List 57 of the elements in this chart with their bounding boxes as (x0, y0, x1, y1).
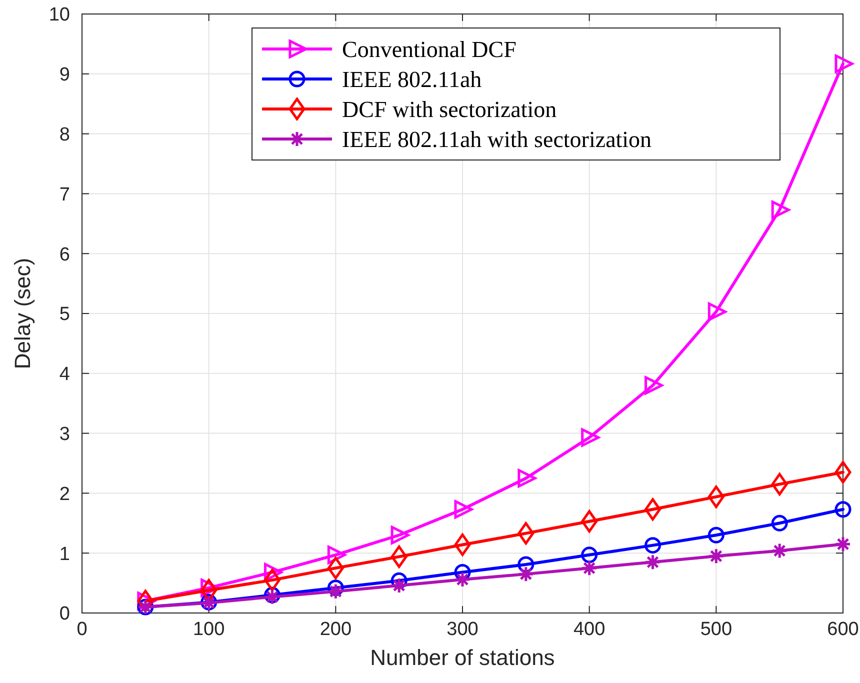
point (771, 542, 788, 559)
point (200, 578, 218, 602)
point (834, 54, 854, 73)
point (581, 428, 600, 447)
point (518, 468, 536, 488)
y-tick-label: 10 (48, 4, 70, 26)
point (644, 498, 661, 521)
point (454, 571, 471, 588)
y-tick-label: 0 (59, 604, 70, 625)
point (708, 548, 724, 564)
y-tick-label: 9 (59, 64, 70, 86)
y-tick-label: 1 (59, 544, 70, 565)
point (581, 546, 598, 564)
point (581, 560, 598, 576)
legend-label: IEEE 802.11ah (342, 67, 482, 92)
point (454, 533, 471, 556)
point (390, 526, 410, 544)
y-tick-label: 3 (59, 424, 70, 445)
legend-label: Conventional DCF (342, 37, 516, 62)
x-tick-label: 600 (827, 619, 859, 640)
point (708, 302, 726, 321)
x-tick-label: 500 (700, 619, 732, 640)
x-tick-label: 400 (573, 619, 606, 640)
point (644, 376, 663, 395)
point (834, 536, 852, 552)
legend-label: IEEE 802.11ah with sectorization (342, 127, 652, 152)
point (327, 583, 344, 600)
point (708, 526, 724, 544)
point (771, 200, 790, 220)
point (644, 554, 661, 570)
point (834, 460, 852, 484)
y-tick-label: 7 (59, 184, 70, 206)
y-axis-title: Delay (sec) (10, 258, 35, 370)
point (454, 500, 473, 519)
x-tick-label: 300 (446, 619, 478, 640)
point (390, 545, 408, 568)
point (708, 486, 724, 508)
x-tick-label: 0 (76, 619, 88, 640)
point (327, 556, 344, 580)
point (518, 566, 534, 582)
point (264, 568, 280, 592)
y-tick-label: 8 (59, 124, 70, 146)
point (390, 577, 408, 594)
point (581, 510, 598, 533)
point (771, 472, 788, 496)
y-tick-label: 5 (59, 304, 70, 326)
point (834, 501, 852, 518)
point (518, 522, 534, 545)
x-tick-label: 200 (320, 619, 352, 640)
y-tick-label: 2 (59, 484, 70, 505)
x-axis-title: Number of stations (370, 645, 555, 670)
point (644, 537, 661, 554)
point (771, 514, 788, 532)
y-tick-label: 6 (59, 244, 70, 266)
x-tick-label: 100 (192, 619, 225, 640)
legend-label: DCF with sectorization (342, 97, 558, 122)
y-tick-label: 4 (59, 364, 70, 386)
